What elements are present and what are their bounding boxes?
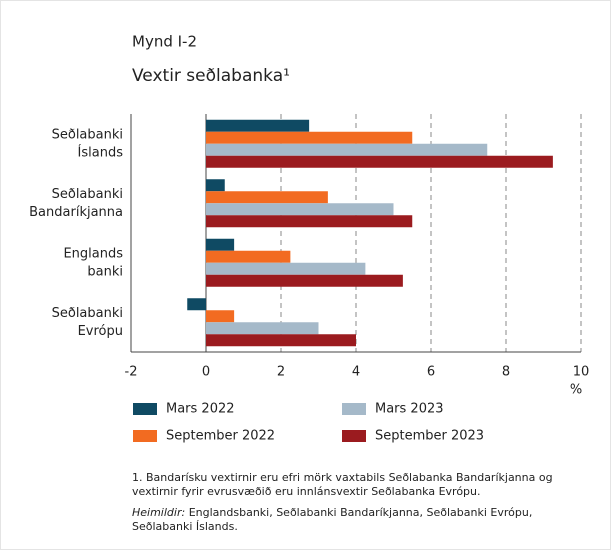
- x-tick-label: 6: [427, 365, 435, 380]
- bar: [206, 119, 310, 132]
- y-tick-label: Seðlabanki: [52, 127, 123, 142]
- bar: [206, 131, 413, 144]
- legend-swatch: [342, 430, 366, 442]
- figure-label: Mynd I-2: [132, 33, 197, 51]
- y-tick-label: Evrópu: [78, 324, 123, 339]
- x-tick-label: 0: [202, 365, 210, 380]
- bar: [206, 238, 235, 251]
- source-text: Englandsbanki, Seðlabanki Bandaríkjanna,…: [189, 506, 533, 519]
- x-tick-label: -2: [125, 365, 138, 380]
- x-tick-label: 10: [573, 365, 590, 380]
- y-tick-label: Seðlabanki: [52, 306, 123, 321]
- x-tick-label: 2: [277, 365, 285, 380]
- footnote-line: vextirnir fyrir evrusvæðið eru innlánsve…: [132, 485, 481, 498]
- bar: [187, 298, 206, 311]
- y-tick-label: Íslands: [78, 144, 124, 160]
- source: Seðlabanki Íslands.: [132, 520, 238, 533]
- bar: [206, 215, 413, 228]
- bar: [206, 179, 225, 192]
- x-axis-unit: %: [570, 383, 582, 398]
- bar: [206, 334, 356, 347]
- bar: [206, 143, 488, 156]
- chart-title: Vextir seðlabanka¹: [132, 66, 290, 86]
- legend-label: Mars 2022: [166, 402, 235, 417]
- legend-swatch: [133, 403, 157, 415]
- bar: [206, 322, 319, 335]
- bar: [206, 191, 328, 204]
- legend-label: September 2023: [375, 429, 484, 444]
- x-tick-label: 4: [352, 365, 360, 380]
- footnote-line: 1. Bandarísku vextirnir eru efri mörk va…: [132, 471, 553, 484]
- bar: [206, 155, 553, 168]
- y-tick-label: banki: [87, 264, 123, 279]
- legend-swatch: [342, 403, 366, 415]
- legend-label: Mars 2023: [375, 402, 444, 417]
- bar: [206, 310, 235, 323]
- source: Heimildir: Englandsbanki, Seðlabanki Ban…: [132, 506, 532, 519]
- legend-swatch: [133, 430, 157, 442]
- bar: [206, 274, 403, 287]
- y-tick-label: Englands: [63, 246, 123, 261]
- x-tick-label: 8: [502, 365, 510, 380]
- bar: [206, 262, 366, 275]
- y-tick-label: Seðlabanki: [52, 187, 123, 202]
- source-label: Heimildir:: [132, 506, 185, 519]
- legend-label: September 2022: [166, 429, 275, 444]
- bar: [206, 250, 291, 263]
- bar: [206, 203, 394, 216]
- y-tick-label: Bandaríkjanna: [29, 205, 123, 220]
